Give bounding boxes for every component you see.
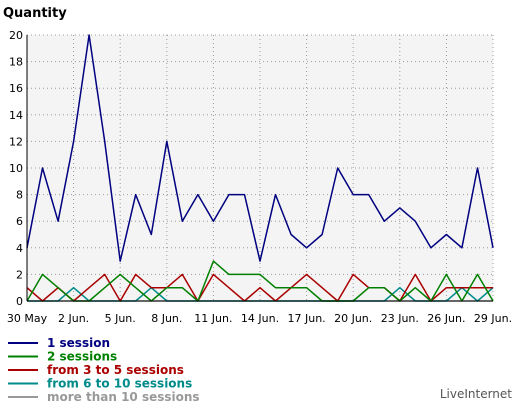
y-axis-title: Quantity <box>3 6 67 21</box>
legend-item: more than 10 sessions <box>8 390 200 404</box>
brand-label: LiveInternet <box>440 387 512 401</box>
x-tick-label: 26 Jun. <box>427 312 465 325</box>
legend-label: from 3 to 5 sessions <box>47 363 184 377</box>
x-tick-label: 5 Jun. <box>105 312 136 325</box>
y-tick-label: 20 <box>9 29 23 42</box>
legend-item: from 3 to 5 sessions <box>8 363 184 377</box>
y-axis-ticks: 0 2 4 6 8 10 12 14 16 18 20 <box>9 29 23 308</box>
legend-item: from 6 to 10 sessions <box>8 377 192 391</box>
legend-label: 2 sessions <box>47 350 117 364</box>
x-tick-label: 23 Jun. <box>381 312 419 325</box>
y-tick-label: 14 <box>9 109 23 122</box>
y-tick-label: 0 <box>16 295 23 308</box>
y-tick-label: 8 <box>16 189 23 202</box>
x-axis-ticks: 30 May 2 Jun. 5 Jun. 8 Jun. 11 Jun. 14 Jun. 17… <box>7 312 512 325</box>
x-tick-label: 8 Jun. <box>151 312 182 325</box>
x-tick-label: 2 Jun. <box>58 312 89 325</box>
y-tick-label: 6 <box>16 215 23 228</box>
legend-item: 2 sessions <box>8 350 117 364</box>
x-tick-label: 29 Jun. <box>474 312 512 325</box>
x-tick-label: 17 Jun. <box>288 312 326 325</box>
legend-item: 1 session <box>8 336 110 350</box>
series-line <box>26 273 493 302</box>
y-tick-label: 18 <box>9 56 23 69</box>
series-line <box>26 34 494 262</box>
x-tick-label: 11 Jun. <box>194 312 232 325</box>
legend-label: from 6 to 10 sessions <box>47 377 192 391</box>
grid <box>27 34 494 301</box>
y-tick-label: 4 <box>16 242 23 255</box>
series-line <box>26 260 494 302</box>
y-tick-label: 12 <box>9 135 23 148</box>
x-tick-label: 14 Jun. <box>241 312 279 325</box>
x-tick-label: 30 May <box>7 312 48 325</box>
x-tick-label: 20 Jun. <box>334 312 372 325</box>
legend-label: more than 10 sessions <box>47 390 200 404</box>
y-tick-label: 10 <box>9 162 23 175</box>
y-tick-label: 2 <box>16 268 23 281</box>
legend-label: 1 session <box>47 336 110 350</box>
y-tick-label: 16 <box>9 82 23 95</box>
